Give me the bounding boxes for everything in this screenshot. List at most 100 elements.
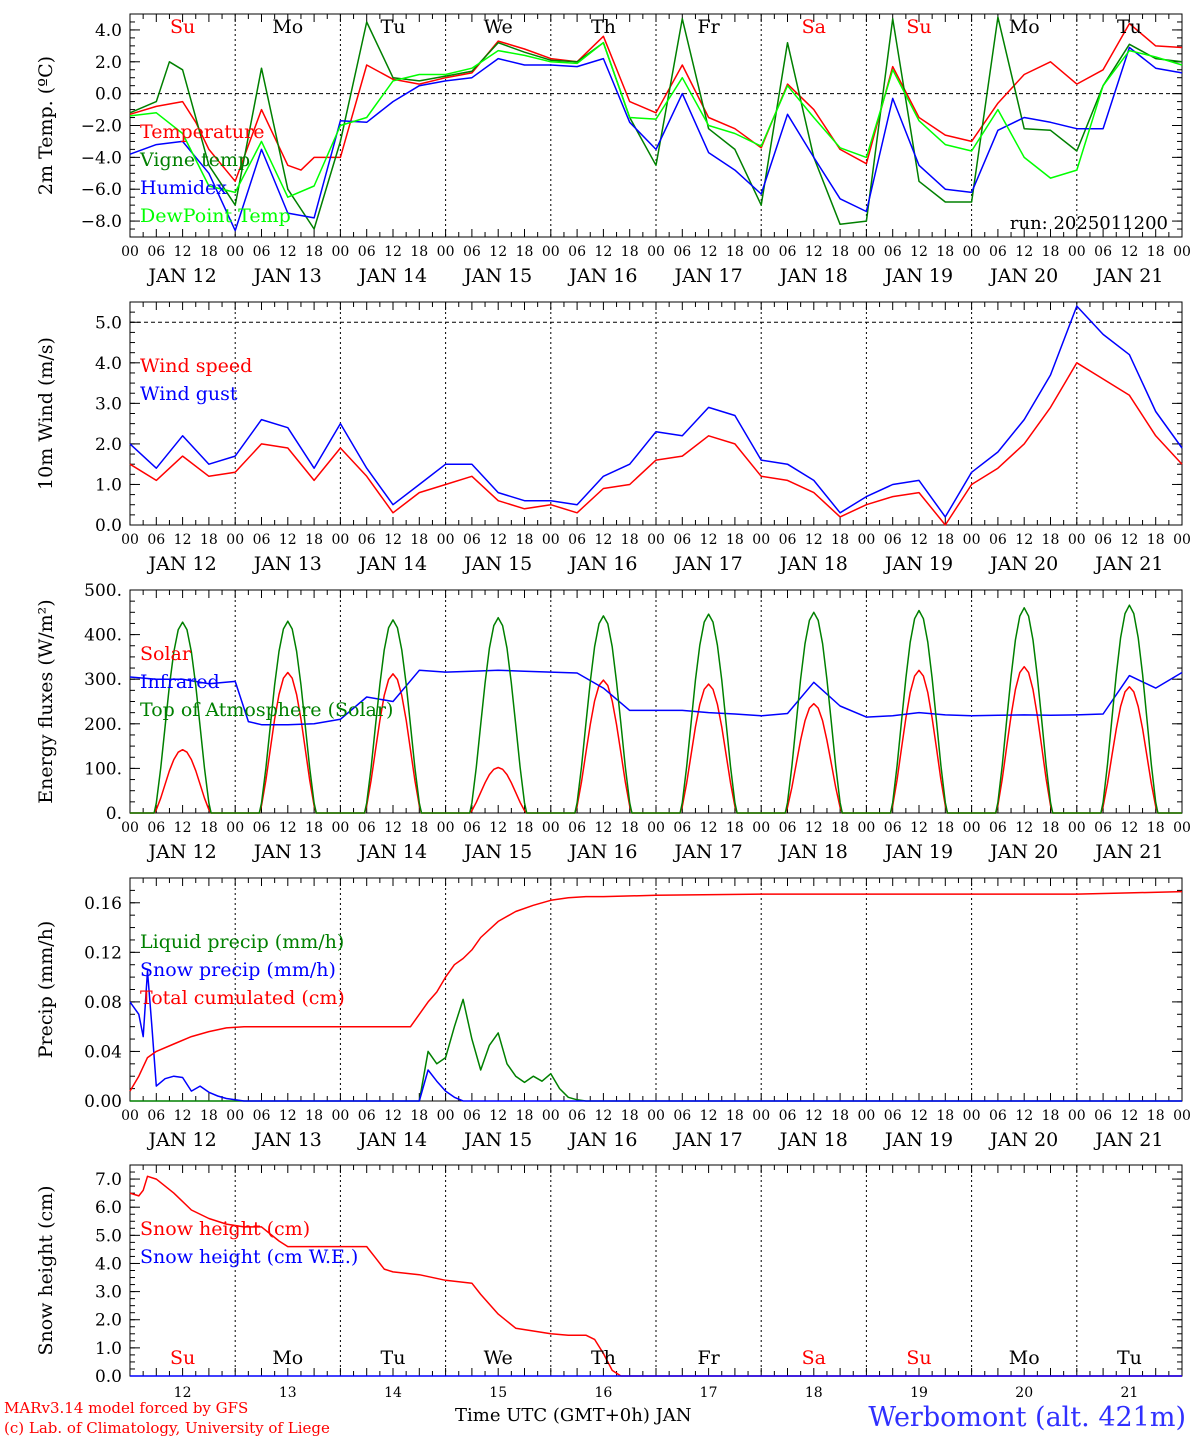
hour-tick-label: 06: [253, 244, 271, 260]
hour-tick-label: 18: [305, 244, 323, 260]
hour-tick-label: 06: [147, 244, 165, 260]
hour-tick-label: 06: [989, 1108, 1007, 1124]
day-label: JAN 21: [1093, 841, 1163, 863]
weekday-label: Tu: [381, 1347, 406, 1369]
hour-tick-label: 06: [147, 532, 165, 548]
hour-tick-label: 06: [568, 820, 586, 836]
series-line-total-cumulated-cm-: [129, 890, 1183, 1092]
hour-tick-label: 00: [647, 532, 665, 548]
hour-tick-label: 18: [936, 820, 954, 836]
hour-tick-label: 06: [463, 532, 481, 548]
hour-tick-label: 00: [437, 820, 455, 836]
y-tick-label: 0.08: [84, 993, 122, 1013]
hour-tick-label: 18: [726, 1108, 744, 1124]
hour-tick-label: 18: [1147, 1108, 1165, 1124]
series-line-wind-speed: [129, 362, 1183, 526]
hour-tick-label: 18: [1042, 1108, 1060, 1124]
hour-tick-label: 00: [752, 820, 770, 836]
legend-entry: Top of Atmosphere (Solar): [140, 699, 393, 721]
day-label: JAN 14: [357, 265, 427, 287]
day-label: JAN 14: [357, 841, 427, 863]
weekday-label: Su: [906, 16, 931, 38]
hour-tick-label: 06: [568, 244, 586, 260]
hour-tick-label: 06: [673, 820, 691, 836]
hour-tick-label: 18: [726, 820, 744, 836]
hour-tick-label: 18: [1042, 532, 1060, 548]
day-label: JAN 19: [883, 265, 953, 287]
day-label: JAN 20: [988, 265, 1058, 287]
hour-tick-label: 18: [516, 1108, 534, 1124]
day-label: JAN 17: [673, 265, 743, 287]
hour-tick-label: 18: [936, 244, 954, 260]
hour-tick-label: 12: [384, 820, 402, 836]
legend-entry: DewPoint Temp: [140, 205, 291, 227]
hour-tick-label: 18: [936, 532, 954, 548]
hour-tick-label: 00: [226, 532, 244, 548]
y-axis-label: 2m Temp. (ºC): [35, 56, 57, 195]
day-label: JAN 15: [462, 841, 532, 863]
day-label: JAN 20: [988, 553, 1058, 575]
hour-tick-label: 06: [779, 244, 797, 260]
hour-tick-label: 00: [857, 1108, 875, 1124]
hour-tick-label: 18: [200, 244, 218, 260]
credit-lab: (c) Lab. of Climatology, University of L…: [4, 1419, 330, 1437]
y-axis-label: Snow height (cm): [35, 1185, 57, 1355]
hour-tick-label: 18: [1147, 820, 1165, 836]
hour-tick-label: 12: [910, 820, 928, 836]
day-label: JAN 21: [1093, 1129, 1163, 1151]
hour-tick-label: 12: [1120, 532, 1138, 548]
y-tick-label: 0.0: [95, 516, 122, 536]
hour-tick-label: 12: [384, 244, 402, 260]
hour-tick-label: 00: [857, 532, 875, 548]
hour-tick-label: 00: [647, 244, 665, 260]
hour-tick-label: 06: [779, 1108, 797, 1124]
hour-tick-label: 18: [621, 532, 639, 548]
day-label: JAN 12: [147, 841, 217, 863]
day-label: JAN 15: [462, 553, 532, 575]
hour-tick-label: 18: [831, 820, 849, 836]
hour-tick-label: 18: [516, 820, 534, 836]
y-tick-label: −4.0: [81, 148, 122, 168]
hour-tick-label: 18: [831, 244, 849, 260]
day-label: JAN 16: [567, 1129, 637, 1151]
hour-tick-label: 18: [621, 820, 639, 836]
hour-tick-label: 00: [542, 820, 560, 836]
hour-tick-label: 00: [542, 1108, 560, 1124]
day-label: JAN 19: [883, 1129, 953, 1151]
hour-tick-label: 18: [1042, 820, 1060, 836]
y-tick-label: 100.: [84, 759, 122, 779]
hour-tick-label: 18: [305, 820, 323, 836]
day-label: JAN 16: [567, 841, 637, 863]
day-label: JAN 14: [357, 1129, 427, 1151]
weekday-label: Mo: [1009, 1347, 1040, 1369]
hour-tick-label: 18: [936, 1108, 954, 1124]
y-tick-label: −6.0: [81, 180, 122, 200]
hour-tick-label: 00: [542, 532, 560, 548]
hour-tick-label: 18: [1042, 244, 1060, 260]
day-label: JAN 12: [147, 1129, 217, 1151]
day-label: JAN 18: [778, 1129, 848, 1151]
hour-tick-label: 12: [1120, 820, 1138, 836]
hour-tick-label: 06: [463, 244, 481, 260]
day-label: JAN 21: [1093, 265, 1163, 287]
hour-tick-label: 18: [410, 244, 428, 260]
weekday-label: Su: [906, 1347, 931, 1369]
hour-tick-label: 00: [963, 1108, 981, 1124]
legend-entry: Humidex: [140, 177, 227, 199]
hour-tick-label: 06: [147, 820, 165, 836]
day-label: JAN 19: [883, 553, 953, 575]
hour-tick-label: 18: [200, 820, 218, 836]
hour-tick-label: 18: [305, 532, 323, 548]
day-label: JAN 18: [778, 553, 848, 575]
y-tick-label: 5.0: [95, 313, 122, 333]
y-tick-label: 0.: [106, 804, 122, 824]
hour-tick-label: 12: [700, 244, 718, 260]
hour-tick-label: 00: [437, 532, 455, 548]
hour-tick-label: 06: [1094, 1108, 1112, 1124]
hour-tick-label: 06: [568, 532, 586, 548]
weekday-label: We: [484, 16, 513, 38]
series-line-snow-height-cm-: [129, 1175, 1182, 1377]
weekday-label: Th: [591, 16, 616, 38]
weekday-label: Sa: [802, 1347, 826, 1369]
hour-tick-label: 18: [831, 532, 849, 548]
